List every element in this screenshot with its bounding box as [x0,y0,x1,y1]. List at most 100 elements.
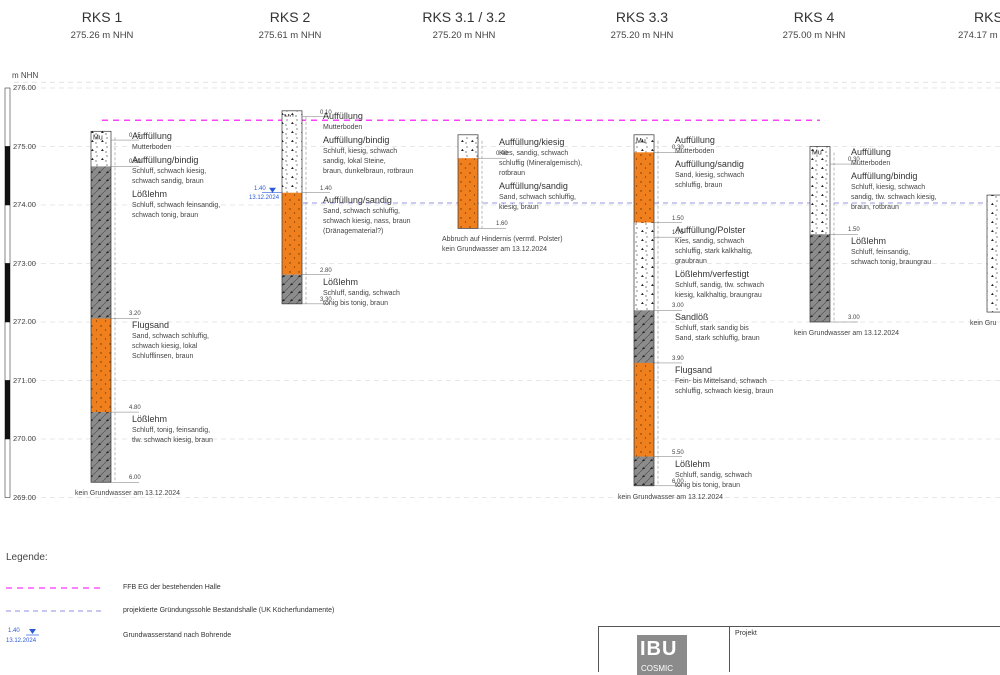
layer-description: kiesig, braun [499,203,539,211]
legend-water-value: 1.40 [8,628,20,634]
layer-description: Schluff, tonig, feinsandig, [132,427,211,435]
borehole-note: kein Grundwasser am 13.12.2024 [618,493,724,501]
layer-description: Schluff, kiesig, schwach [323,147,398,155]
borehole-name-rks4: RKS 4 [793,9,835,25]
y-tick-label: 276.00 [13,83,36,92]
legend-foundation-line [6,610,101,612]
depth-label: 0.60 [129,159,141,166]
layer-description: schwach kiesig, lokal [132,343,198,351]
depth-label: 1.50 [672,215,684,222]
legend-title: Legende: [6,552,48,563]
borehole-name-rks5: RKS [974,9,1000,25]
borehole-elevation-rks1: 275.26 m NHN [70,30,134,41]
y-tick-label: 274.00 [13,200,36,209]
layer-description: sandig, lokal Steine, [323,157,386,165]
ibu-logo-subtext: COSMIC [641,664,673,673]
soil-layer-topsoil [634,134,654,153]
depth-label: 3.90 [672,355,684,362]
soil-layer-sand [634,152,654,223]
layer-description: tonig bis tonig, braun [675,481,740,489]
water-level-triangle-icon [269,187,276,193]
depth-label: 5.50 [672,449,684,456]
layer-description: Schluff, schwach kiesig, [132,168,207,176]
scale-segment [4,87,11,147]
layer-description: schwach tonig, braungrau [851,259,932,267]
layer-description: schwach tonig, braun [132,212,199,220]
layer-description: schluffig, braun [675,181,723,189]
depth-label: 3.20 [129,311,141,318]
borehole-name-rks2: RKS 2 [269,9,311,25]
soil-layer-fill [91,140,111,167]
water-level-value: 1.40 [254,185,266,192]
layer-title: Auffüllung/kiesig [499,136,565,147]
layer-description: Fein- bis Mittelsand, schwach [675,377,767,385]
layer-description: Mutterboden [132,144,172,152]
soil-layer-fill [634,222,654,238]
layer-description: Schluff, sandig, schwach [675,471,752,479]
depth-label: 3.00 [672,303,684,310]
soil-layer-topsoil [91,131,111,141]
layer-title: Auffüllung/bindig [323,134,390,145]
soil-layer-fill [634,237,654,311]
layer-description: schwach sandig, braun [132,178,204,186]
layer-title: Lößlehm/verfestigt [675,268,750,279]
layer-title: Lößlehm [323,276,359,287]
ibu-logo: IBU COSMIC [637,635,687,675]
layer-title: Auffüllung/sandig [675,158,744,169]
layer-title: Auffüllung/bindig [851,170,918,181]
depth-label: 0.40 [496,151,508,158]
layer-description: Mutterboden [323,123,363,131]
soil-layer-loess [810,234,830,322]
y-tick-label: 271.00 [13,375,36,385]
layer-description: Schluff, sandig, tlw. schwach [675,281,764,289]
depth-label: 2.80 [320,267,332,274]
ibu-logo-text: IBU [640,638,678,660]
depth-label: 0.30 [848,157,860,164]
depth-label: 1.40 [320,185,332,192]
layer-title: Flugsand [675,364,713,375]
borehole-elevation-rks2: 275.61 m NHN [258,30,322,41]
soil-layer-sand [282,192,302,275]
topsoil-symbol: Mu [812,150,822,157]
soil-layer-topsoil [282,110,302,117]
borehole-name-rks1: RKS 1 [81,9,123,25]
depth-label: 6.00 [129,475,141,482]
layer-description: Mutterboden [851,159,891,167]
layer-description: tonig bis tonig, braun [323,299,388,307]
layer-description: Mutterboden [675,147,715,155]
borehole-outline [90,130,112,483]
y-tick-label: 269.00 [13,492,36,502]
layer-title: Flugsand [132,320,170,331]
borehole-elevation-rks33: 275.20 m NHN [610,30,674,41]
depth-label: 1.75 [672,230,684,237]
depth-label: 4.80 [129,405,141,412]
layer-description: Sand, schwach schluffig, [499,193,576,201]
layer-title: Auffüllung [323,110,363,121]
scale-segment [4,146,11,206]
scale-segment [4,321,11,381]
borehole-outline [281,110,303,305]
layer-description: Schluff, schwach feinsandig, [132,202,221,210]
soil-layer-loess [634,310,654,363]
borehole-elevation-rks3: 275.20 m NHN [432,30,496,41]
borehole-note: kein Grundwasser am 13.12.2024 [794,330,900,337]
soil-layer-fill [458,134,478,159]
layer-title: Auffüllung [675,134,715,145]
layer-description: Sand, schwach schluffig, [323,207,400,215]
depth-label: 1.50 [848,227,860,234]
layer-description: Kies, sandig, schwach [499,149,569,157]
layer-description: braun, dunkelbraun, rotbraun [323,167,414,175]
borehole-elevation-rks4: 275.00 m NHN [782,30,846,41]
project-label: Projekt [735,630,757,637]
layer-title: Auffüllung/sandig [499,180,568,191]
soil-layer-fill [282,116,302,193]
layer-description: schluffig, stark kalkhaltig, [675,247,753,255]
layer-description: Kies, sandig, schwach [675,237,745,245]
layer-description: schluffig, schwach kiesig, braun [675,387,774,395]
borehole-note: Abbruch auf Hindernis (vermtl. Polster) [442,236,563,244]
legend-water-triangle-icon [26,629,39,636]
layer-title: Auffüllung/sandig [323,194,392,205]
layer-title: Auffüllung [132,131,172,142]
depth-label: 0.15 [129,133,141,140]
